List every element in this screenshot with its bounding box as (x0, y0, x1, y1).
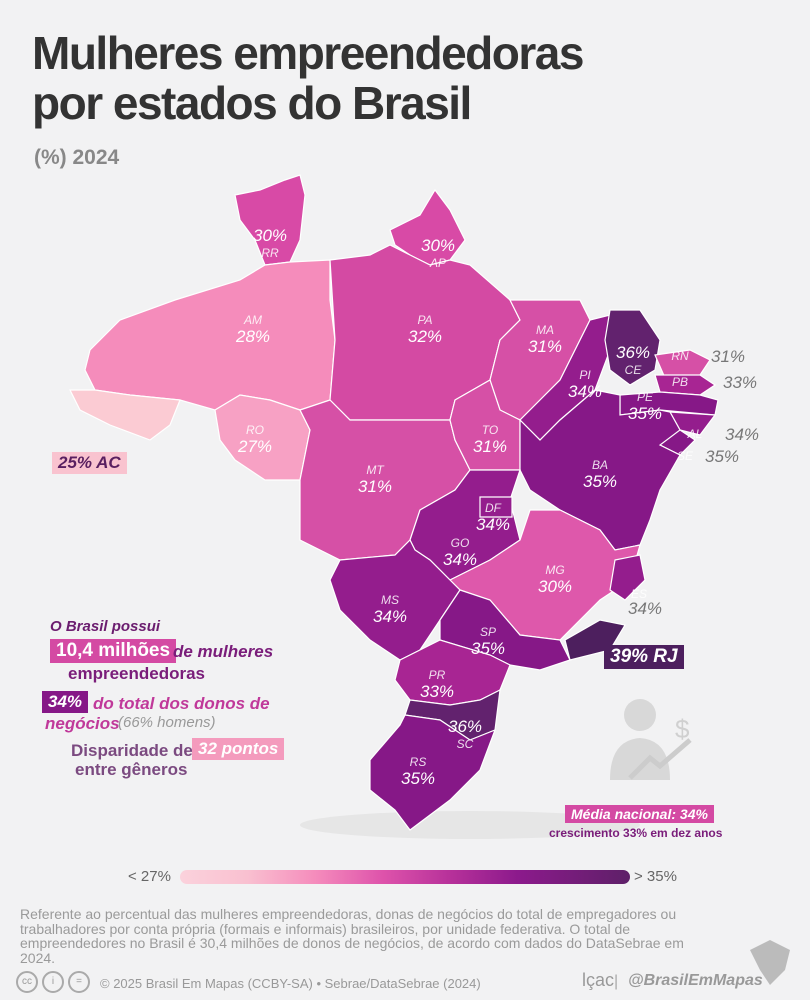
state-value-ba: 35% (583, 472, 617, 491)
state-code-rn: RN (671, 349, 689, 363)
state-ce (604, 309, 661, 386)
state-value-mg: 30% (538, 577, 572, 596)
state-value-rr: 30% (253, 226, 287, 245)
highlight-percent: 34% (42, 691, 89, 713)
state-value-al: 34% (725, 425, 759, 444)
svg-text:$: $ (675, 714, 690, 744)
highlight-millions: 10,4 milhões (50, 639, 177, 663)
state-value-pr: 33% (420, 682, 454, 701)
state-code-ce: CE (625, 363, 643, 377)
state-value-go: 34% (443, 550, 477, 569)
state-code-sp: SP (480, 625, 496, 639)
state-code-go: GO (451, 536, 470, 550)
state-value-pe: 35% (628, 404, 662, 423)
state-code-mg: MG (545, 563, 564, 577)
state-rr (234, 174, 306, 266)
state-rn (654, 349, 711, 379)
state-value-df: 34% (476, 515, 510, 534)
state-value-to: 31% (473, 437, 507, 456)
state-value-sp: 35% (471, 639, 505, 658)
legend-max: > 35% (634, 868, 677, 885)
state-code-pi: PI (579, 368, 591, 382)
cc-icon: cc (16, 971, 38, 993)
state-code-pe: PE (637, 390, 654, 404)
state-code-mt: MT (366, 463, 385, 477)
state-value-ro: 27% (237, 437, 272, 456)
state-code-ma: MA (536, 323, 554, 337)
state-code-ap: AP (429, 256, 446, 270)
state-ap (389, 188, 466, 266)
state-value-rs: 35% (401, 769, 435, 788)
state-value-sc: 36% (448, 717, 482, 736)
legend-min: < 27% (128, 868, 171, 885)
state-value-am: 28% (235, 327, 270, 346)
state-code-pb: PB (672, 375, 688, 389)
info-line: negócios (45, 714, 120, 733)
page-title: Mulheres empreendedoras por estados do B… (32, 27, 584, 129)
legend-gradient-bar (180, 870, 630, 884)
highlight-points: 32 pontos (192, 738, 285, 760)
state-code-df: DF (485, 501, 502, 515)
state-code-rs: RS (410, 755, 427, 769)
state-code-al: AL (687, 427, 703, 441)
state-code-es: ES (631, 587, 647, 601)
state-code-rr: RR (261, 246, 279, 260)
growth-text: crescimento 33% em dez anos (549, 826, 723, 840)
average-badge: Média nacional: 34% (565, 805, 714, 823)
subtitle: (%) 2024 (34, 146, 120, 169)
footnote: Referente ao percentual das mulheres emp… (20, 906, 684, 966)
brand-logo: lçac (582, 970, 615, 990)
state-ac (69, 389, 181, 441)
info-line: de mulheres (173, 642, 274, 661)
state-value-se: 35% (705, 447, 739, 466)
state-es (609, 554, 646, 601)
state-code-am: AM (243, 313, 262, 327)
state-code-pa: PA (417, 313, 432, 327)
state-value-pi: 34% (568, 382, 602, 401)
state-df (479, 496, 513, 518)
copyright: © 2025 Brasil Em Mapas (CCBY-SA) • Sebra… (100, 976, 481, 991)
info-line: O Brasil possui (50, 618, 161, 635)
state-value-mt: 31% (358, 477, 392, 496)
state-value-es: 34% (628, 599, 662, 618)
callout-ac: 25% AC (52, 452, 127, 474)
brazil-map: RR30%AP30%AM28%RO27%PA32%MT31%MA31%TO31%… (69, 174, 759, 839)
brazil-logo-icon (750, 940, 790, 985)
state-pb (654, 374, 717, 396)
state-value-rn: 31% (711, 347, 745, 366)
by-icon: i (42, 971, 64, 993)
state-value-pb: 33% (723, 373, 757, 392)
state-code-se: SE (677, 449, 694, 463)
state-code-sc: SC (457, 737, 474, 751)
info-line: entre gêneros (75, 760, 188, 779)
state-rs (369, 714, 497, 831)
state-code-ro: RO (246, 423, 264, 437)
state-am (84, 259, 336, 411)
state-code-to: TO (482, 423, 498, 437)
state-value-ma: 31% (528, 337, 562, 356)
nd-icon: = (68, 971, 90, 993)
state-value-pa: 32% (408, 327, 442, 346)
state-code-ms: MS (381, 593, 399, 607)
info-line: do total dos donos de (93, 694, 270, 713)
info-line: Disparidade de (71, 741, 193, 760)
info-line: (66% homens) (118, 714, 216, 731)
social-handle: @BrasilEmMapas (628, 972, 763, 989)
info-line: empreendedoras (68, 664, 205, 683)
state-value-ms: 34% (373, 607, 407, 626)
state-code-ba: BA (592, 458, 608, 472)
separator: | (614, 973, 619, 990)
state-value-ap: 30% (421, 236, 455, 255)
callout-rj: 39% RJ (604, 645, 684, 669)
state-code-pr: PR (429, 668, 446, 682)
businesswoman-dollar-icon: $ (610, 699, 692, 780)
state-value-ce: 36% (616, 343, 650, 362)
